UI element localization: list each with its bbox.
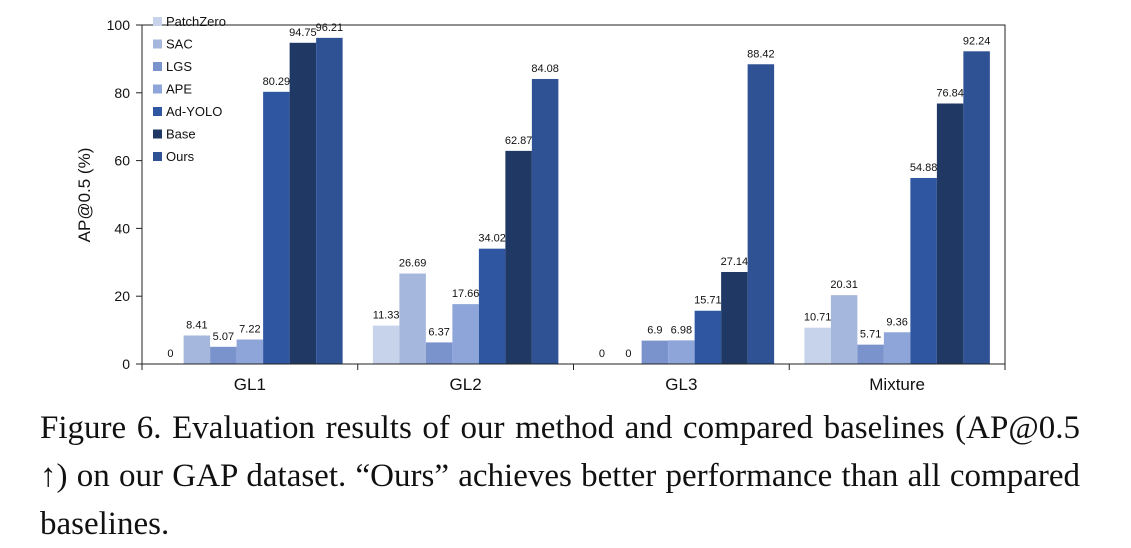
- bar: [236, 339, 264, 364]
- legend-label: Ad-YOLO: [166, 104, 222, 119]
- data-label: 94.75: [289, 27, 317, 39]
- bar: [804, 327, 831, 364]
- data-label: 0: [625, 348, 631, 360]
- bar: [936, 103, 964, 365]
- legend-swatch: [153, 17, 162, 26]
- bar: [505, 150, 532, 364]
- legend-label: Base: [166, 127, 196, 142]
- bar: [316, 37, 343, 365]
- y-tick-label: 100: [107, 17, 131, 33]
- data-label: 20.31: [830, 279, 858, 291]
- bar: [425, 342, 453, 364]
- legend-label: APE: [166, 82, 192, 97]
- legend-label: SAC: [166, 37, 193, 52]
- y-tick-label: 40: [114, 220, 130, 236]
- x-category-label: Mixture: [869, 375, 925, 394]
- data-label: 9.36: [886, 316, 907, 328]
- bar: [830, 295, 858, 364]
- bar: [478, 248, 506, 364]
- data-label: 0: [599, 348, 605, 360]
- legend-label: LGS: [166, 59, 192, 74]
- data-label: 88.42: [747, 48, 775, 60]
- bar: [263, 91, 290, 365]
- data-label: 11.33: [373, 310, 400, 322]
- data-label: 5.07: [213, 331, 234, 343]
- legend-label: Ours: [166, 149, 195, 164]
- bar: [963, 51, 990, 365]
- data-label: 10.71: [804, 312, 832, 324]
- bar: [641, 340, 669, 364]
- data-label: 15.71: [694, 295, 722, 307]
- bar: [721, 271, 748, 364]
- data-label: 76.84: [936, 88, 964, 100]
- figure-caption: Figure 6. Evaluation results of our meth…: [40, 410, 1080, 542]
- bar: [210, 346, 237, 364]
- legend-swatch: [153, 39, 162, 49]
- data-label: 96.21: [316, 22, 344, 34]
- data-label: 62.87: [505, 135, 533, 147]
- bar: [531, 78, 559, 364]
- data-label: 0: [167, 348, 173, 360]
- bar: [747, 64, 775, 365]
- data-label: 17.66: [452, 288, 480, 300]
- data-label: 84.08: [531, 63, 559, 75]
- bar: [883, 332, 911, 364]
- bar: [372, 325, 400, 364]
- data-label: 6.98: [671, 324, 692, 336]
- x-category-label: GL2: [450, 375, 482, 394]
- bar: [289, 42, 317, 365]
- data-label: 26.69: [399, 258, 427, 270]
- x-category-label: GL1: [234, 375, 266, 394]
- data-label: 8.41: [186, 319, 207, 331]
- data-label: 54.88: [910, 162, 938, 174]
- bar: [668, 340, 695, 364]
- legend-swatch: [153, 129, 162, 139]
- data-label: 5.71: [860, 329, 881, 341]
- bar: [857, 344, 884, 364]
- data-label: 27.14: [721, 256, 749, 268]
- data-label: 6.37: [428, 326, 449, 338]
- bar: [910, 177, 937, 364]
- bar: [694, 310, 722, 364]
- data-label: 7.22: [239, 324, 260, 336]
- legend-swatch: [153, 62, 162, 71]
- bar: [399, 273, 426, 364]
- data-label: 92.24: [963, 35, 991, 47]
- data-label: 80.29: [263, 76, 291, 88]
- y-tick-label: 0: [122, 356, 130, 372]
- bar: [452, 304, 479, 364]
- data-label: 6.9: [647, 325, 662, 337]
- bar: [183, 335, 211, 364]
- x-category-label: GL3: [665, 375, 697, 394]
- y-axis-label: AP@0.5 (%): [75, 148, 94, 243]
- legend-label: PatchZero: [166, 14, 226, 29]
- y-tick-label: 60: [114, 153, 130, 169]
- legend-swatch: [153, 107, 162, 116]
- y-tick-label: 80: [114, 85, 130, 101]
- legend-swatch: [153, 84, 162, 94]
- data-label: 34.02: [478, 233, 506, 245]
- legend-swatch: [153, 152, 162, 161]
- y-tick-label: 20: [114, 288, 130, 304]
